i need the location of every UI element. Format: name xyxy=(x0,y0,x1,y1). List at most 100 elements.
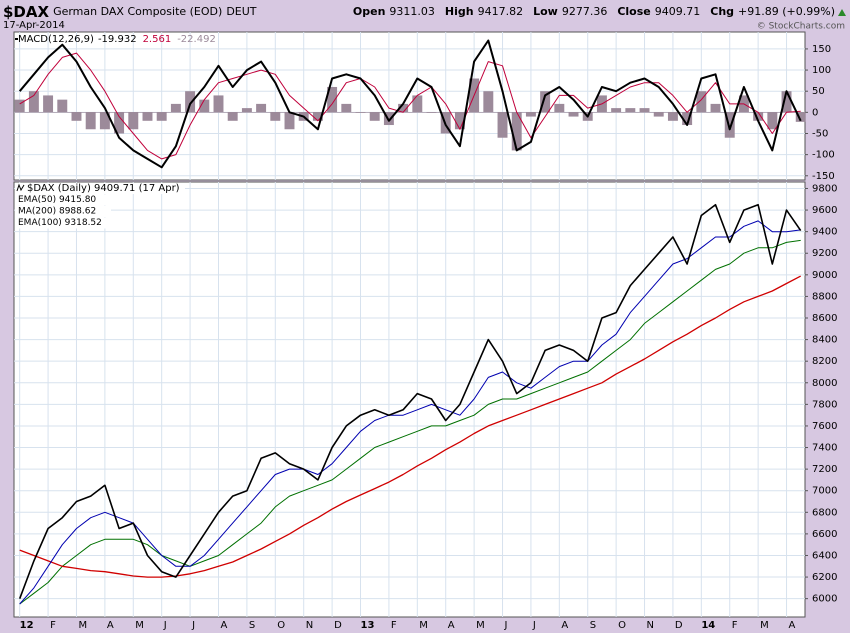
histogram-bar xyxy=(696,91,707,113)
y-tick-label: 6400 xyxy=(812,550,837,561)
x-tick-label: F xyxy=(50,620,56,631)
up-triangle xyxy=(838,9,846,16)
x-tick-label: A xyxy=(220,620,227,631)
histogram-bar xyxy=(43,95,54,113)
series-line xyxy=(19,239,801,605)
quote-label: Low xyxy=(533,5,558,18)
legend-bg xyxy=(15,183,185,194)
y-tick-label: 7600 xyxy=(812,421,837,432)
x-tick-label: F xyxy=(732,620,738,631)
histogram-bar xyxy=(57,99,68,113)
x-tick-label: J xyxy=(504,620,508,631)
series-line xyxy=(19,275,802,578)
x-tick-label: D xyxy=(334,620,342,631)
legend-label: MACD(12,26,9) xyxy=(18,34,94,45)
x-tick-label: J xyxy=(532,620,536,631)
x-tick-label: M xyxy=(135,620,144,631)
y-tick-label: 0 xyxy=(812,107,818,118)
histogram-bar xyxy=(383,112,394,126)
histogram-bar xyxy=(753,112,764,121)
histogram-bar xyxy=(568,112,579,117)
x-tick-label: A xyxy=(789,620,796,631)
legend-value: 2.561 xyxy=(143,34,172,45)
credit: © StockCharts.com xyxy=(757,22,845,32)
quote-value: 9417.82 xyxy=(478,5,524,18)
legend-value: -19.932 xyxy=(98,34,137,45)
histogram-bar xyxy=(412,95,423,113)
histogram-bar xyxy=(341,103,352,113)
y-tick-label: 8400 xyxy=(812,335,837,346)
x-tick-label: F xyxy=(391,620,397,631)
legend-bg xyxy=(15,217,111,229)
x-tick-label: A xyxy=(561,620,568,631)
x-tick-label: O xyxy=(277,620,285,631)
histogram-bar xyxy=(85,112,96,130)
y-tick-label: 6000 xyxy=(812,594,837,605)
x-tick-label: S xyxy=(249,620,255,631)
y-tick-label: 6200 xyxy=(812,572,837,583)
x-tick-label: S xyxy=(590,620,596,631)
x-tick-label: M xyxy=(78,620,87,631)
quote-value: +91.89 (+0.99%) xyxy=(738,5,835,18)
y-tick-label: 9600 xyxy=(812,205,837,216)
legend-bg xyxy=(15,194,111,206)
y-tick-label: 100 xyxy=(812,65,831,76)
symbol-name: German DAX Composite (EOD) xyxy=(53,5,222,18)
y-tick-label: 8000 xyxy=(812,378,837,389)
histogram-bar xyxy=(213,95,224,113)
y-tick-label: 7200 xyxy=(812,464,837,475)
legend-entry: EMA(100) 9318.52 xyxy=(18,218,102,228)
histogram-bar xyxy=(454,112,465,130)
histogram-bar xyxy=(611,108,622,113)
y-tick-label: 6600 xyxy=(812,529,837,540)
histogram-bar xyxy=(767,112,778,130)
histogram-bar xyxy=(327,86,338,113)
x-tick-label: M xyxy=(760,620,769,631)
series-line xyxy=(18,39,802,169)
y-tick-label: 8600 xyxy=(812,313,837,324)
quote-label: Open xyxy=(353,5,386,18)
y-tick-label: 6800 xyxy=(812,507,837,518)
y-tick-label: 50 xyxy=(812,86,825,97)
histogram-bar xyxy=(170,103,181,113)
y-tick-label: -50 xyxy=(812,128,828,139)
histogram-bar xyxy=(241,108,252,113)
histogram-bar xyxy=(284,112,295,130)
x-tick-label: A xyxy=(448,620,455,631)
quote-value: 9409.71 xyxy=(655,5,701,18)
panel xyxy=(13,181,806,618)
y-tick-label: 9800 xyxy=(812,183,837,194)
histogram-bar xyxy=(667,112,678,121)
histogram-bar xyxy=(724,112,735,138)
x-tick-label: 13 xyxy=(361,620,375,631)
legend-swatch xyxy=(16,183,25,192)
quote-label: High xyxy=(445,5,474,18)
header-title: $DAX German DAX Composite (EOD) DEUT xyxy=(3,3,257,21)
y-tick-label: 8200 xyxy=(812,356,837,367)
x-tick-label: J xyxy=(191,620,195,631)
x-tick-label: 12 xyxy=(20,620,34,631)
histogram-bar xyxy=(525,112,536,117)
histogram-bar xyxy=(369,112,380,121)
histogram-bar xyxy=(639,108,650,113)
y-tick-label: 9200 xyxy=(812,248,837,259)
y-tick-label: 150 xyxy=(812,44,831,55)
x-tick-label: A xyxy=(107,620,114,631)
x-tick-label: M xyxy=(476,620,485,631)
series-line xyxy=(19,220,801,605)
y-tick-label: -150 xyxy=(812,171,835,182)
legend-entry: $DAX (Daily) 9409.71 (17 Apr) xyxy=(27,183,180,194)
legend-value: -22.492 xyxy=(177,34,216,45)
legend-entry: MA(200) 8988.62 xyxy=(18,207,96,217)
histogram-bar xyxy=(497,112,508,138)
exchange: DEUT xyxy=(226,5,256,18)
legend-bg xyxy=(15,206,111,217)
histogram-bar xyxy=(398,103,409,113)
histogram-bar xyxy=(312,112,323,121)
y-tick-label: 8800 xyxy=(812,291,837,302)
histogram-bar xyxy=(795,112,806,122)
histogram-bar xyxy=(114,112,125,134)
histogram-bar xyxy=(14,99,25,113)
histogram-bar xyxy=(227,112,238,121)
